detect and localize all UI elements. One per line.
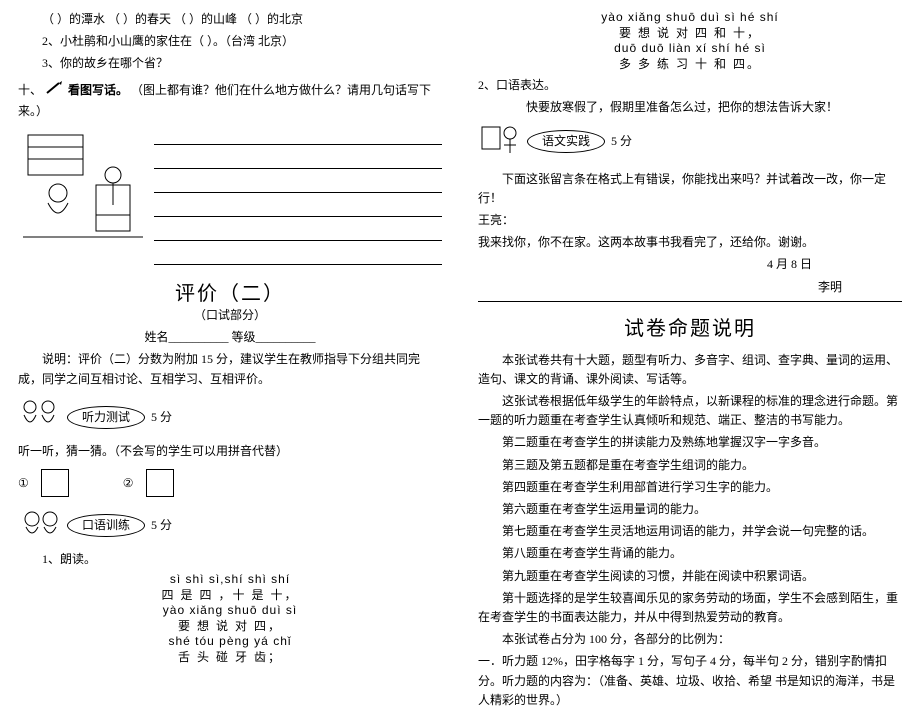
answer-box-2 bbox=[146, 469, 174, 497]
writing-line bbox=[154, 149, 442, 169]
listen-instr: 听一听，猜一猜。（不会写的学生可以用拼音代替） bbox=[18, 442, 442, 461]
note-body: 我来找你，你不在家。这两本故事书我看完了，还给你。谢谢。 bbox=[478, 233, 902, 252]
writing-area bbox=[18, 125, 442, 269]
scene-image bbox=[18, 125, 148, 269]
divider bbox=[478, 301, 902, 302]
children-icon bbox=[18, 397, 64, 439]
eval-desc: 说明：评价（二）分数为附加 15 分，建议学生在教师指导下分组共同完成，同学之间… bbox=[18, 350, 442, 388]
right-column: yào xiǎng shuō duì sì hé shí 要 想 说 对 四 和… bbox=[460, 0, 920, 650]
num-1: ① bbox=[18, 476, 29, 491]
listen-row: 听力测试 5 分 bbox=[18, 397, 442, 439]
ten-title: 看图写话。 bbox=[68, 82, 128, 96]
pinyin-5: duō duō liàn xí shí hé sì bbox=[478, 41, 902, 55]
q3: 3、你的故乡在哪个省？ bbox=[18, 54, 442, 73]
pinyin-2: yào xiǎng shuō duì sì bbox=[18, 603, 442, 617]
pencil-icon bbox=[45, 80, 65, 102]
writing-line bbox=[154, 221, 442, 241]
e-l9: 第九题重在考查学生阅读的习惯，并能在阅读中积累词语。 bbox=[478, 567, 902, 586]
writing-lines bbox=[154, 125, 442, 269]
e-l8: 第八题重在考查学生背诵的能力。 bbox=[478, 544, 902, 563]
talking-icon bbox=[18, 505, 64, 547]
note-to: 王亮： bbox=[478, 211, 902, 230]
cn-2: 要 想 说 对 四， bbox=[18, 617, 442, 634]
oral-label: 口语训练 bbox=[82, 518, 130, 532]
note-date: 4 月 8 日 bbox=[478, 255, 902, 274]
fill-blank-1: （ ）的潭水 （ ）的春天 （ ）的山峰 （ ）的北京 bbox=[18, 10, 442, 29]
num-2: ② bbox=[123, 476, 134, 491]
oral2-text: 快要放寒假了，假期里准备怎么过，把你的想法告诉大家！ bbox=[478, 98, 902, 117]
pinyin-4: yào xiǎng shuō duì sì hé shí bbox=[478, 10, 902, 24]
e-p1: 本张试卷共有十大题，题型有听力、多音字、组词、查字典、量词的运用、造句、课文的背… bbox=[478, 351, 902, 389]
eval-title-text: 评价（二） bbox=[175, 283, 285, 305]
explain-title: 试卷命题说明 bbox=[624, 318, 756, 340]
section-ten: 十、 看图写话。 （图上都有谁？他们在什么地方做什么？请用几句话写下来。） bbox=[18, 80, 442, 121]
pinyin-1: sì shì sì,shí shì shí bbox=[18, 572, 442, 586]
eval-sub: （口试部分） bbox=[18, 306, 442, 325]
cn-5: 多 多 练 习 十 和 四。 bbox=[478, 55, 902, 72]
note-intro: 下面这张留言条在格式上有错误，你能找出来吗？并试着改一改，你一定行！ bbox=[478, 170, 902, 208]
e-l7: 第七题重在考查学生灵活地运用词语的能力，并学会说一句完整的话。 bbox=[478, 522, 902, 541]
name-line: 姓名__________ 等级__________ bbox=[18, 328, 442, 347]
writing-line bbox=[154, 173, 442, 193]
cn-4: 要 想 说 对 四 和 十， bbox=[478, 24, 902, 41]
read-1: 1、朗读。 bbox=[18, 550, 442, 569]
cn-3: 舌 头 碰 牙 齿； bbox=[18, 648, 442, 665]
e-p11: 本张试卷占分为 100 分，各部分的比例为： bbox=[478, 630, 902, 649]
writing-line bbox=[154, 245, 442, 265]
practice-row: 语文实践 5 分 bbox=[478, 121, 902, 163]
note-from: 李明 bbox=[478, 278, 902, 297]
left-column: （ ）的潭水 （ ）的春天 （ ）的山峰 （ ）的北京 2、小杜鹃和小山鹰的家住… bbox=[0, 0, 460, 650]
cn-1: 四 是 四 ，十 是 十， bbox=[18, 586, 442, 603]
writing-line bbox=[154, 125, 442, 145]
pinyin-3: shé tóu pèng yá chǐ bbox=[18, 634, 442, 648]
e-l3: 第二题重在考查学生的拼读能力及熟练地掌握汉字一字多音。 bbox=[478, 433, 902, 452]
writing-line bbox=[154, 197, 442, 217]
eval-title: 评价（二） bbox=[18, 277, 442, 306]
teacher-icon bbox=[478, 121, 524, 163]
e-l4: 第三题及第五题都是重在考查学生组词的能力。 bbox=[478, 456, 902, 475]
oral2: 2、口语表达。 bbox=[478, 76, 902, 95]
practice-score: 5 分 bbox=[611, 134, 632, 148]
oral-label-oval: 口语训练 bbox=[67, 514, 145, 537]
answer-boxes: ① ② bbox=[18, 469, 442, 497]
oral-row: 口语训练 5 分 bbox=[18, 505, 442, 547]
explain-title-wrap: 试卷命题说明 bbox=[478, 312, 902, 341]
e-l10: 第十题选择的是学生较喜闻乐见的家务劳动的场面，学生不会感到陌生，重在考查学生的书… bbox=[478, 589, 902, 627]
ten-label: 十、 bbox=[18, 82, 42, 96]
answer-box-1 bbox=[41, 469, 69, 497]
e-p2: 这张试卷根据低年级学生的年龄特点，以新课程的标准的理念进行命题。第一题的听力题重… bbox=[478, 392, 902, 430]
listen-label: 听力测试 bbox=[82, 410, 130, 424]
q2: 2、小杜鹃和小山鹰的家住在（ ）。（台湾 北京） bbox=[18, 32, 442, 51]
e-l5: 第四题重在考查学生利用部首进行学习生字的能力。 bbox=[478, 478, 902, 497]
oral-score: 5 分 bbox=[151, 518, 172, 532]
listen-score: 5 分 bbox=[151, 410, 172, 424]
e-p12: 一．听力题 12%，田字格每字 1 分，写句子 4 分，每半句 2 分，错别字酌… bbox=[478, 652, 902, 710]
e-l6: 第六题重在考查学生运用量词的能力。 bbox=[478, 500, 902, 519]
practice-label: 语文实践 bbox=[542, 134, 590, 148]
listen-label-oval: 听力测试 bbox=[67, 406, 145, 429]
practice-label-oval: 语文实践 bbox=[527, 130, 605, 153]
